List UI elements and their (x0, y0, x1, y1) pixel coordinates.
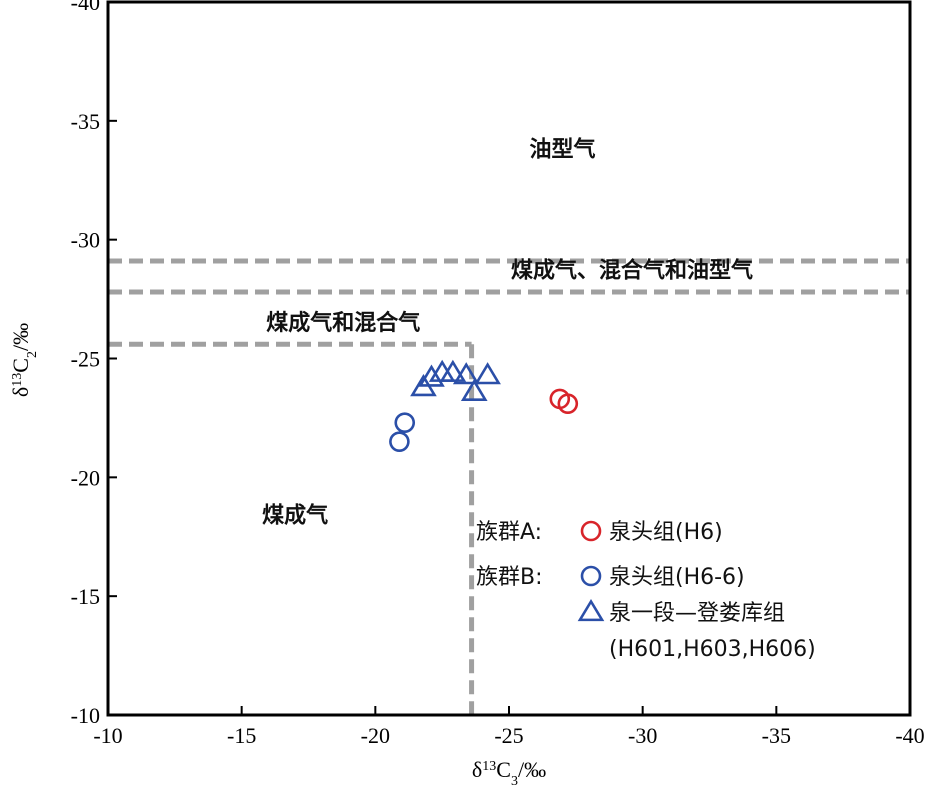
y-tick-label-6: -40 (71, 0, 100, 15)
data-point-s1-1 (389, 431, 410, 452)
x-tick-label-4: -30 (628, 723, 657, 748)
y-tick-label-4: -30 (71, 228, 100, 253)
region-label-0: 油型气 (529, 136, 595, 162)
x-tick-label-1: -15 (227, 723, 256, 748)
x-tick-label-6: -40 (895, 723, 924, 748)
data-point-s2-4 (452, 362, 480, 385)
data-point-s2-6 (474, 362, 501, 385)
y-axis-title: δ13C2/‰ (8, 323, 40, 397)
region-label-2: 煤成气和混合气 (266, 310, 420, 336)
legend-label-1: 泉头组(H6-6) (609, 565, 745, 590)
data-point-s2-5 (460, 378, 488, 401)
legend-label-2: 泉一段—登娄库组 (609, 601, 785, 626)
plot-frame (106, 0, 912, 717)
x-tick-label-0: -10 (93, 723, 122, 748)
y-tick-label-3: -25 (71, 347, 100, 372)
legend-label-2-line2: (H601,H603,H606) (609, 637, 816, 662)
axes: -10 -15 -20 -25 -30 -35 -40 -10 -15 -20 -25 -30 -35 -… (8, 0, 925, 785)
legend-label-0: 泉头组(H6) (609, 520, 723, 545)
legend-group-1: 族群B: (476, 565, 543, 590)
region-label-1: 煤成气、混合气和油型气 (511, 258, 753, 284)
data-point-s0-1 (557, 393, 579, 414)
data-point-s2-1 (418, 364, 445, 387)
legend-group-0: 族群A: (476, 520, 542, 545)
legend-marker-2 (577, 598, 605, 622)
legend: 族群A: 泉头组(H6) 族群B: 泉头组(H6-6) 泉一段—登娄库组 (H601,H6… (476, 520, 816, 662)
legend-marker-0 (580, 520, 602, 542)
x-axis-title: δ13C3/‰ (472, 757, 546, 785)
legend-marker-1 (580, 565, 602, 587)
x-tick-label-3: -25 (494, 723, 523, 748)
y-tick-label-5: -35 (71, 109, 100, 134)
region-label-3: 煤成气 (262, 502, 328, 528)
data-point-s2-3 (439, 359, 467, 382)
y-tick-label-2: -20 (71, 465, 100, 490)
y-tick-label-0: -10 (71, 703, 100, 728)
x-tick-label-2: -20 (361, 723, 390, 748)
data-point-s1-0 (394, 412, 416, 433)
data-points (389, 359, 579, 452)
y-tick-label-1: -15 (71, 584, 100, 609)
region-boundaries (108, 258, 910, 715)
x-tick-label-5: -35 (762, 723, 791, 748)
